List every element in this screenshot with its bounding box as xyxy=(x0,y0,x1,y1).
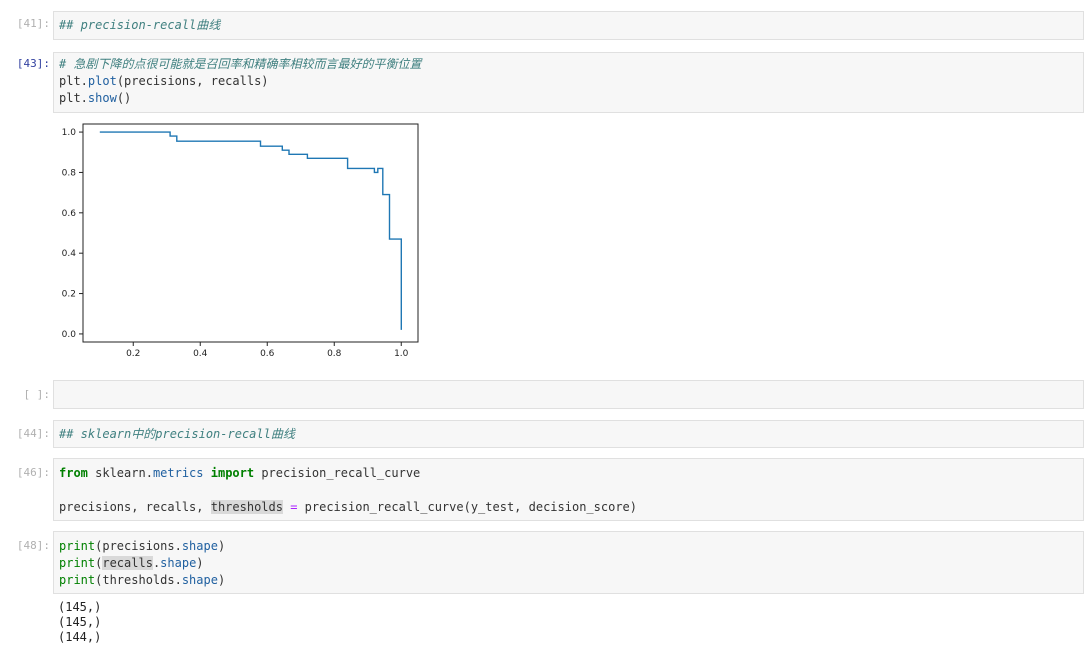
x-tick-label: 0.8 xyxy=(327,349,342,359)
markdown-source: ## sklearn中的precision-recall曲线 xyxy=(59,427,295,441)
y-tick-label: 1.0 xyxy=(62,128,77,138)
code-line: print(precisions.shape) xyxy=(59,539,226,553)
code-line: from sklearn.metrics import precision_re… xyxy=(59,466,421,480)
cell-prompt: [46]: xyxy=(16,466,50,479)
y-tick-label: 0.2 xyxy=(62,290,76,300)
code-cell-empty[interactable] xyxy=(53,380,1084,409)
plot-frame xyxy=(82,123,419,343)
precision-recall-curve xyxy=(99,131,402,330)
code-cell-43[interactable]: # 急剧下降的点很可能就是召回率和精确率相较而言最好的平衡位置 plt.plot… xyxy=(53,52,1084,113)
x-tick-label: 0.4 xyxy=(193,349,208,359)
code-cell-48[interactable]: print(precisions.shape) print(recalls.sh… xyxy=(53,531,1084,594)
code-line: print(thresholds.shape) xyxy=(59,573,226,587)
y-tick-label: 0.0 xyxy=(62,330,77,340)
code-cell-41[interactable]: ## precision-recall曲线 xyxy=(53,11,1084,40)
y-tick-label: 0.6 xyxy=(62,209,77,219)
code-comment: # 急剧下降的点很可能就是召回率和精确率相较而言最好的平衡位置 xyxy=(59,57,422,71)
cell-prompt: [ ]: xyxy=(23,388,51,401)
output-text: (144,) xyxy=(58,630,102,644)
cell-prompt: [43]: xyxy=(16,57,50,70)
output-text: (145,) xyxy=(58,600,102,614)
code-line: print(recalls.shape) xyxy=(59,556,204,570)
code-line: plt.show() xyxy=(59,91,132,105)
output-text: (145,) xyxy=(58,615,102,629)
code-cell-46[interactable]: from sklearn.metrics import precision_re… xyxy=(53,458,1084,521)
code-cell-44[interactable]: ## sklearn中的precision-recall曲线 xyxy=(53,420,1084,448)
y-tick-label: 0.4 xyxy=(62,249,77,259)
x-tick-label: 0.2 xyxy=(126,349,140,359)
precision-recall-plot: 0.2 0.4 0.6 0.8 1.0 0.0 0.2 0.4 0.6 0.8 1.0 xyxy=(62,123,419,359)
markdown-source: ## precision-recall曲线 xyxy=(59,18,221,32)
code-line: plt.plot(precisions, recalls) xyxy=(59,74,269,88)
cell-prompt: [44]: xyxy=(16,427,50,440)
cell-prompt: [48]: xyxy=(16,539,50,552)
x-tick-label: 1.0 xyxy=(394,349,409,359)
cell-prompt: [41]: xyxy=(16,17,50,30)
y-tick-label: 0.8 xyxy=(62,168,77,178)
code-line: precisions, recalls, thresholds = precis… xyxy=(59,500,637,514)
x-tick-label: 0.6 xyxy=(260,349,275,359)
